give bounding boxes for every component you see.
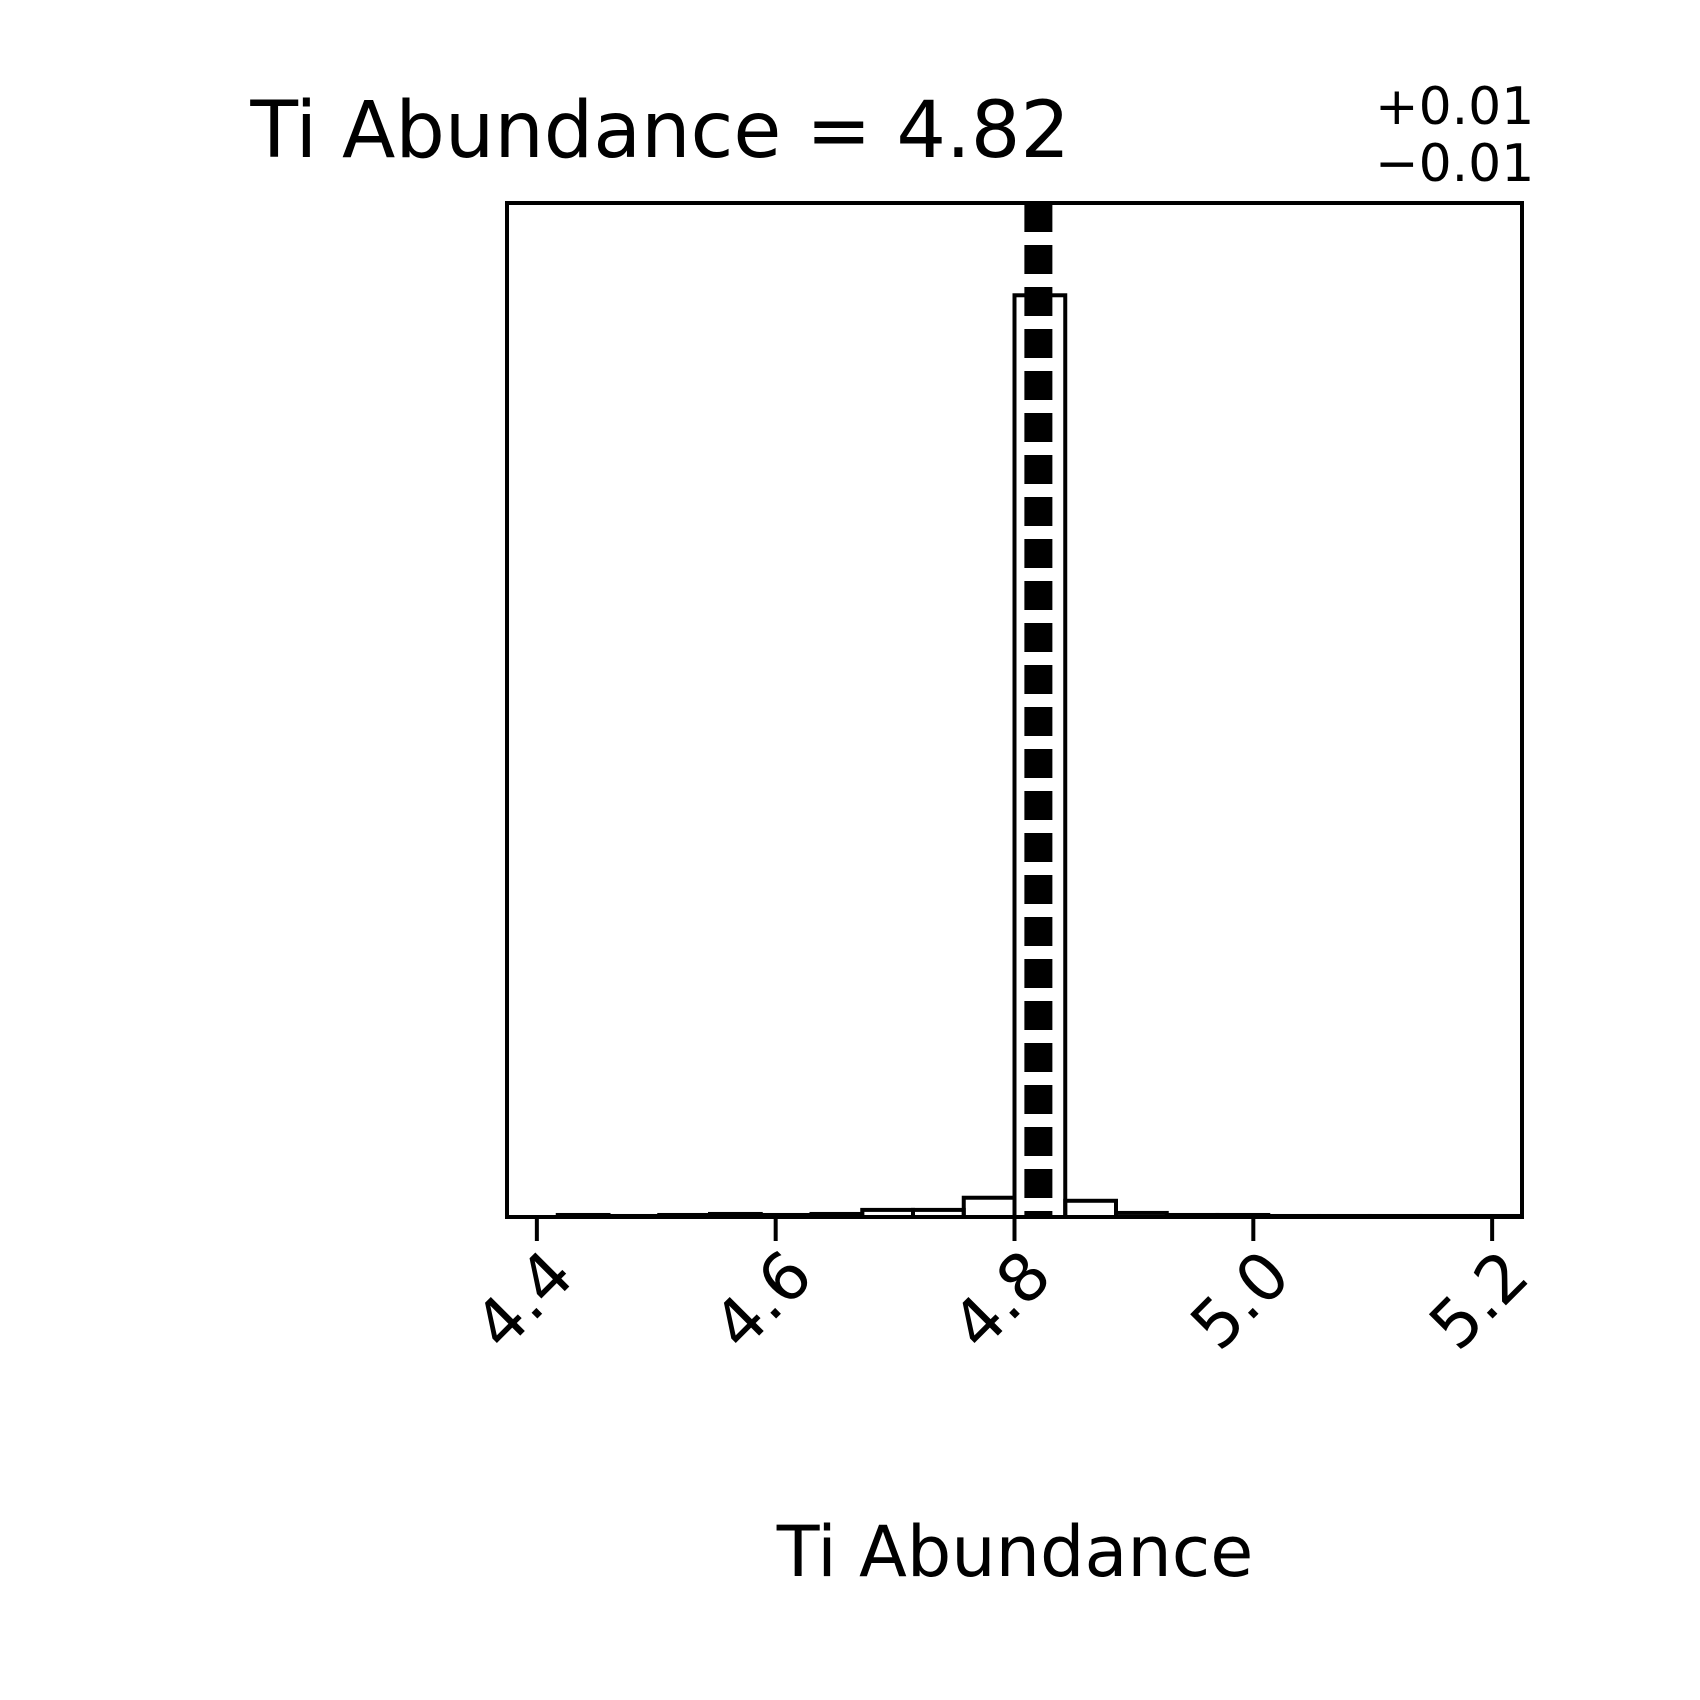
x-axis-ticks: 4.4 4.6 4.8 5.0 5.2 bbox=[459, 1217, 1543, 1365]
x-tick-label: 4.4 bbox=[459, 1236, 588, 1365]
x-tick-label: 5.2 bbox=[1415, 1236, 1544, 1365]
x-tick-label: 4.8 bbox=[937, 1236, 1066, 1365]
histogram-bin bbox=[961, 1195, 1017, 1220]
plot-area bbox=[505, 201, 1524, 1220]
title-lower-error: −0.01 bbox=[1375, 134, 1534, 194]
title-upper-error: +0.01 bbox=[1375, 77, 1534, 137]
x-tick-label: 4.6 bbox=[698, 1236, 827, 1365]
x-tick-label: 5.0 bbox=[1176, 1236, 1305, 1365]
x-axis-label: Ti Abundance bbox=[776, 1511, 1254, 1593]
histogram-bin bbox=[1063, 1198, 1118, 1219]
chart-title: Ti Abundance = 4.82 bbox=[249, 86, 1070, 176]
